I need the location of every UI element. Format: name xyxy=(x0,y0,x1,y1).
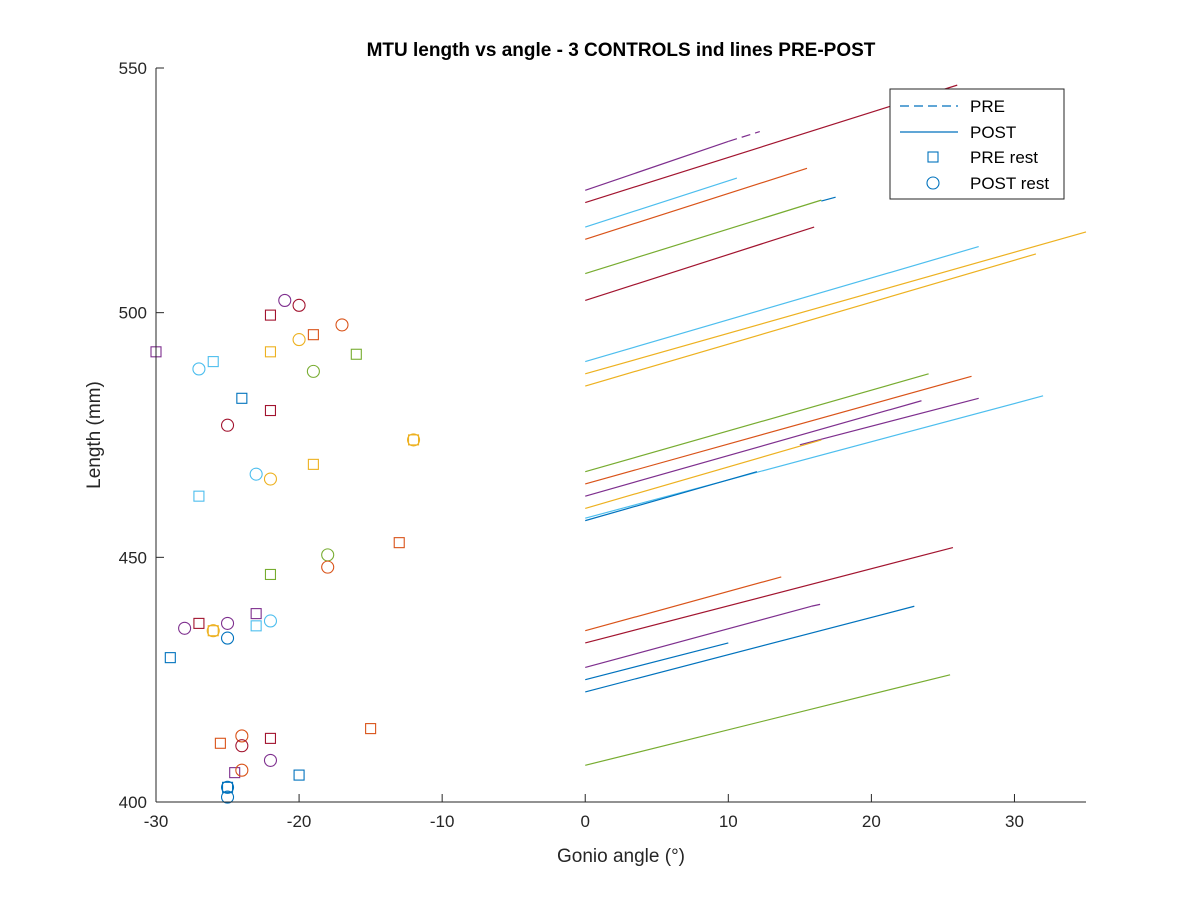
post-line xyxy=(585,373,929,473)
post-line xyxy=(585,605,915,693)
pre-rest-marker xyxy=(193,490,205,502)
post-rest-marker xyxy=(292,333,306,347)
pre-rest-marker xyxy=(264,404,277,417)
post-rest-marker xyxy=(263,614,278,628)
pre-rest-marker xyxy=(264,732,277,744)
post-rest-marker xyxy=(249,467,263,481)
x-tick-label: 30 xyxy=(1005,812,1024,831)
legend-label: PRE rest xyxy=(970,148,1038,167)
x-tick-label: -30 xyxy=(144,812,169,831)
pre-rest-marker xyxy=(250,620,262,632)
pre-rest-marker xyxy=(293,769,305,781)
post-rest-marker xyxy=(192,362,206,376)
post-rest-marker xyxy=(335,318,349,332)
post-rest-marker xyxy=(220,418,235,432)
pre-rest-marker xyxy=(193,617,205,629)
post-line xyxy=(585,395,1044,519)
post-rest-marker xyxy=(206,624,220,638)
post-rest-marker xyxy=(220,780,235,794)
axes-layer xyxy=(155,68,1086,803)
legend-label: POST rest xyxy=(970,174,1049,193)
pre-rest-marker xyxy=(236,392,248,404)
post-line xyxy=(585,177,738,228)
post-line xyxy=(585,471,758,522)
pre-rest-marker xyxy=(350,348,362,360)
post-line xyxy=(585,674,951,766)
post-line xyxy=(585,642,729,681)
y-tick-label: 500 xyxy=(119,304,147,323)
legend-label: PRE xyxy=(970,97,1005,116)
post-line xyxy=(585,167,808,240)
post-rest-marker xyxy=(292,298,306,312)
post-rest-marker xyxy=(321,560,335,574)
pre-rest-marker xyxy=(264,309,277,321)
post-line xyxy=(585,231,1087,375)
post-line xyxy=(585,546,954,644)
post-line xyxy=(585,226,815,302)
legend-label: POST xyxy=(970,123,1016,142)
legend-box xyxy=(889,88,1065,200)
ticks-layer: -30 -20 -10 0 10 20 30 400 450 500 550 xyxy=(119,59,1024,831)
post-line xyxy=(585,246,979,363)
pre-line xyxy=(728,131,760,142)
pre-rest-marker xyxy=(264,346,277,358)
post-rest-marker xyxy=(263,472,278,486)
y-tick-label: 400 xyxy=(119,793,147,812)
series-layer xyxy=(150,84,1087,804)
pre-rest-marker xyxy=(307,458,319,470)
post-line xyxy=(585,605,812,669)
x-tick-label: 0 xyxy=(580,812,589,831)
post-line xyxy=(585,400,922,497)
post-rest-marker xyxy=(235,729,249,743)
pre-rest-marker xyxy=(207,356,219,368)
post-line xyxy=(821,196,836,202)
post-rest-marker xyxy=(306,364,320,378)
legend-pre-rest-swatch xyxy=(927,151,939,163)
y-axis-label: Length (mm) xyxy=(84,381,105,489)
x-tick-label: 20 xyxy=(862,812,881,831)
post-rest-marker xyxy=(235,739,249,753)
pre-rest-marker xyxy=(250,608,262,620)
post-line xyxy=(585,253,1037,387)
pre-rest-marker xyxy=(407,434,420,446)
legend-post-rest-swatch xyxy=(926,176,940,190)
y-tick-label: 450 xyxy=(119,548,147,567)
pre-rest-marker xyxy=(365,723,377,735)
post-rest-marker xyxy=(263,753,278,767)
pre-rest-marker xyxy=(307,329,319,341)
pre-rest-marker xyxy=(207,625,219,637)
post-rest-marker xyxy=(178,621,192,635)
x-tick-label: -20 xyxy=(287,812,312,831)
pre-rest-marker xyxy=(214,737,226,749)
pre-rest-marker xyxy=(264,568,277,581)
post-rest-marker xyxy=(235,763,249,777)
legend: PRE POST PRE rest POST rest xyxy=(889,88,1065,200)
post-line xyxy=(585,375,972,485)
post-line xyxy=(585,199,822,275)
post-rest-marker xyxy=(278,293,292,307)
pre-line xyxy=(811,603,823,607)
post-line xyxy=(585,439,822,509)
x-axis-label: Gonio angle (°) xyxy=(557,846,685,867)
post-rest-marker xyxy=(220,790,235,804)
pre-rest-marker xyxy=(393,537,405,549)
pre-rest-marker xyxy=(164,652,176,664)
post-rest-marker xyxy=(406,433,421,447)
post-line xyxy=(585,576,782,632)
post-rest-marker xyxy=(220,631,235,645)
y-tick-label: 550 xyxy=(119,59,147,78)
chart-title: MTU length vs angle - 3 CONTROLS ind lin… xyxy=(367,40,876,61)
post-rest-marker xyxy=(220,616,235,630)
x-tick-label: 10 xyxy=(719,812,738,831)
post-line xyxy=(585,140,729,191)
x-tick-label: -10 xyxy=(430,812,455,831)
pre-rest-marker xyxy=(221,781,234,793)
post-line xyxy=(799,397,979,446)
pre-rest-marker xyxy=(229,767,241,779)
